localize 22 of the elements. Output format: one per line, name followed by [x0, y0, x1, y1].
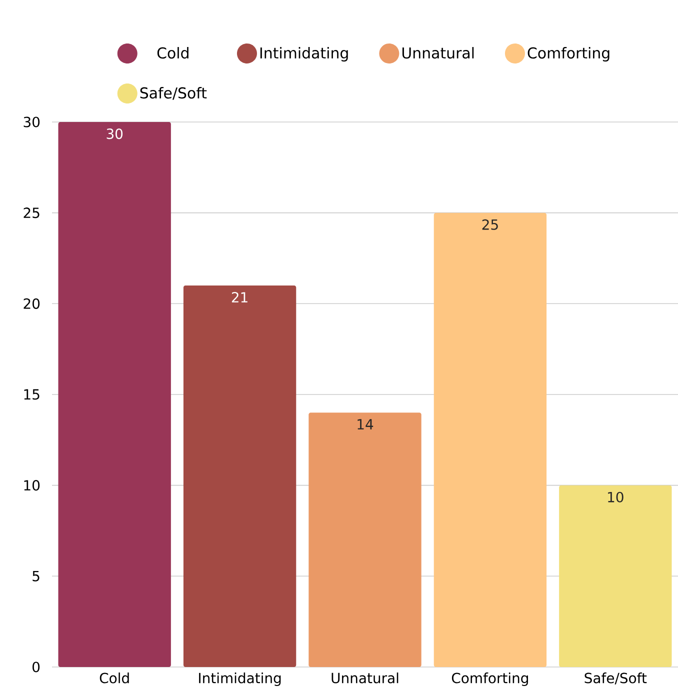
x-tick-label: Cold	[100, 672, 129, 684]
data-label: 21	[232, 292, 248, 302]
y-tick-label: 15	[24, 389, 40, 400]
y-tick-label: 25	[24, 208, 40, 218]
y-tick-label: 5	[32, 570, 40, 582]
x-tick-label: Safe/Soft	[584, 672, 647, 684]
data-label: 14	[358, 419, 374, 430]
data-label: 30	[106, 128, 123, 140]
y-tick-label: 30	[24, 116, 40, 128]
x-tick-label: Unnatural	[332, 672, 398, 684]
x-tick-label: Comforting	[452, 672, 528, 686]
y-tick-label: 10	[24, 480, 40, 491]
legend-label: Cold	[157, 47, 188, 59]
x-tick-label: Intimidating	[199, 672, 281, 686]
data-label: 25	[482, 219, 498, 230]
legend-label: Unnatural	[402, 47, 474, 59]
y-tick-label: 20	[24, 298, 40, 309]
y-tick-label: 0	[32, 662, 40, 672]
legend-label: Intimidating	[260, 47, 348, 62]
data-label: 10	[608, 492, 624, 502]
legend-label: Safe/Soft	[140, 87, 207, 100]
legend-label: Comforting	[528, 47, 610, 62]
